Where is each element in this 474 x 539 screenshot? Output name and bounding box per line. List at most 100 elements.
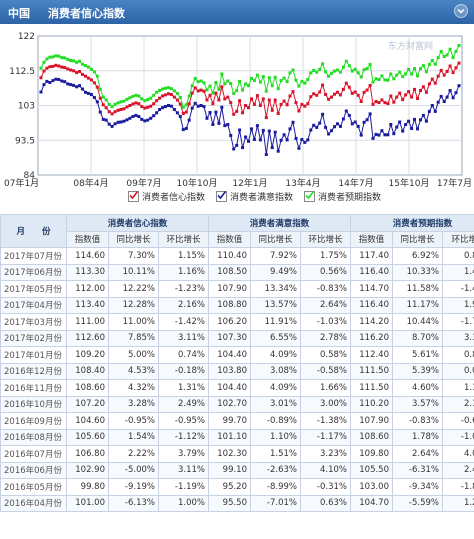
data-point <box>270 146 274 150</box>
table-row[interactable]: 2016年11月份 108.60 4.32% 1.31% 104.40 4.09% 1.66… <box>0 379 474 397</box>
table-row[interactable]: 2017年07月份 114.60 7.30% 1.15% 110.40 7.92% 1.75… <box>0 247 474 265</box>
value-cell: 103.00 <box>350 478 393 496</box>
table-row[interactable]: 2017年03月份 111.00 11.00% -1.42% 106.20 11.91% -… <box>0 313 474 331</box>
value-cell: 12.22% <box>108 280 159 298</box>
data-point <box>146 118 150 122</box>
table-row[interactable]: 2016年09月份 104.60 -0.95% -0.95% 99.70 -0.89% -1… <box>0 412 474 430</box>
table-row[interactable]: 2017年05月份 112.00 12.22% -1.23% 107.90 13.34% -… <box>0 280 474 298</box>
value-cell: -0.95% <box>158 412 209 430</box>
value-cell: 117.40 <box>350 247 393 265</box>
data-point <box>404 123 408 126</box>
legend-item-confidence[interactable]: 消费者信心指数 <box>128 190 205 203</box>
value-cell: 105.60 <box>66 428 109 446</box>
value-cell: 7.85% <box>108 329 159 347</box>
value-cell: 101.10 <box>208 428 251 446</box>
y-tick-label: 103 <box>18 102 35 112</box>
x-tick-label: 12年1月 <box>232 177 267 189</box>
data-point <box>110 124 114 128</box>
checkbox-icon[interactable] <box>128 191 139 202</box>
data-point <box>137 94 141 98</box>
value-cell: 105.50 <box>350 461 393 479</box>
data-point <box>336 68 339 72</box>
data-point <box>98 87 102 91</box>
value-cell: 4.32% <box>108 379 159 397</box>
data-point <box>374 132 378 136</box>
table-row[interactable]: 2016年10月份 107.20 3.28% 2.49% 102.70 3.01% 3.00… <box>0 395 474 413</box>
data-point <box>285 103 289 107</box>
data-point <box>119 100 123 104</box>
data-point <box>401 129 405 133</box>
table-row[interactable]: 2017年06月份 113.30 10.11% 1.16% 108.50 9.49% 0.5… <box>0 263 474 281</box>
data-point <box>318 67 322 71</box>
data-point <box>350 69 354 73</box>
data-point <box>223 124 227 128</box>
table-row[interactable]: 2017年02月份 112.60 7.85% 3.11% 107.30 6.55% 2.78… <box>0 329 474 347</box>
data-point <box>344 59 348 63</box>
data-point <box>454 66 458 70</box>
data-point <box>181 112 185 115</box>
month-cell: 2016年06月份 <box>0 461 67 479</box>
table-row[interactable]: 2017年04月份 113.40 12.28% 2.16% 108.80 13.57% 2.… <box>0 296 474 314</box>
table-row[interactable]: 2016年04月份 101.00 -6.13% 1.00% 95.50 -7.01% 0.6… <box>0 494 474 512</box>
value-cell: 4.08% <box>442 445 474 463</box>
data-point <box>229 134 233 137</box>
value-cell: 7.30% <box>108 247 159 265</box>
group-header: 消费者预期指数 <box>350 214 474 232</box>
table-row[interactable]: 2017年01月份 109.20 5.00% 0.74% 104.40 4.09% 0.58… <box>0 346 474 364</box>
checkbox-icon[interactable] <box>304 191 315 202</box>
data-point <box>235 109 239 113</box>
data-point <box>371 80 375 84</box>
data-point <box>451 96 455 100</box>
data-point <box>72 59 76 63</box>
legend-label: 消费者满意指数 <box>230 193 294 203</box>
value-cell: 8.70% <box>392 329 443 347</box>
value-cell: 113.40 <box>66 296 109 314</box>
data-point <box>341 65 345 69</box>
data-point <box>252 138 256 141</box>
data-point <box>276 149 280 153</box>
data-point <box>226 123 230 126</box>
data-point <box>392 132 396 136</box>
table-body: 2017年07月份 114.60 7.30% 1.15% 110.40 7.92% 1.75… <box>0 247 474 512</box>
table-row[interactable]: 2016年06月份 102.90 -5.00% 3.11% 99.10 -2.63% 4.1… <box>0 461 474 479</box>
data-point <box>84 64 87 68</box>
data-point <box>60 65 64 69</box>
data-point <box>273 75 277 79</box>
data-point <box>193 76 197 80</box>
data-point <box>368 83 372 87</box>
data-point <box>430 104 434 107</box>
month-cell: 2017年01月份 <box>0 346 67 364</box>
data-point <box>161 87 164 91</box>
value-cell: 0.86% <box>442 247 474 265</box>
data-point <box>330 71 333 75</box>
value-cell: 6.92% <box>392 247 443 265</box>
data-point <box>211 91 215 95</box>
data-point <box>356 71 360 75</box>
data-point <box>42 69 46 73</box>
value-cell: 3.00% <box>300 395 351 413</box>
checkbox-icon[interactable] <box>216 191 227 202</box>
data-point <box>303 81 307 85</box>
legend-item-satisfaction[interactable]: 消费者满意指数 <box>216 190 293 203</box>
table-row[interactable]: 2016年08月份 105.60 1.54% -1.12% 101.10 1.10% -1.… <box>0 428 474 446</box>
legend-item-expectation[interactable]: 消费者预期指数 <box>304 190 381 203</box>
chevron-down-icon[interactable] <box>454 4 468 18</box>
data-point <box>95 74 99 78</box>
value-cell: 2.49% <box>158 395 209 413</box>
value-cell: 108.40 <box>66 362 109 380</box>
data-point <box>258 138 262 142</box>
value-cell: 116.40 <box>350 296 393 314</box>
table-row[interactable]: 2016年05月份 99.80 -9.19% -1.19% 95.20 -8.99% -0.… <box>0 478 474 496</box>
table-row[interactable]: 2016年07月份 106.80 2.22% 3.79% 102.30 1.51% 3.23… <box>0 445 474 463</box>
data-point <box>220 72 224 76</box>
legend-label: 消费者预期指数 <box>318 193 382 203</box>
data-point <box>419 118 422 122</box>
value-cell: 114.20 <box>350 313 393 331</box>
column-header: 同比增长 <box>392 230 443 248</box>
data-point <box>315 125 319 129</box>
data-point <box>158 96 162 100</box>
data-point <box>63 56 67 60</box>
data-point <box>196 89 200 93</box>
table-row[interactable]: 2016年12月份 108.40 4.53% -0.18% 103.80 3.08% -0.… <box>0 362 474 380</box>
data-point <box>312 123 316 127</box>
